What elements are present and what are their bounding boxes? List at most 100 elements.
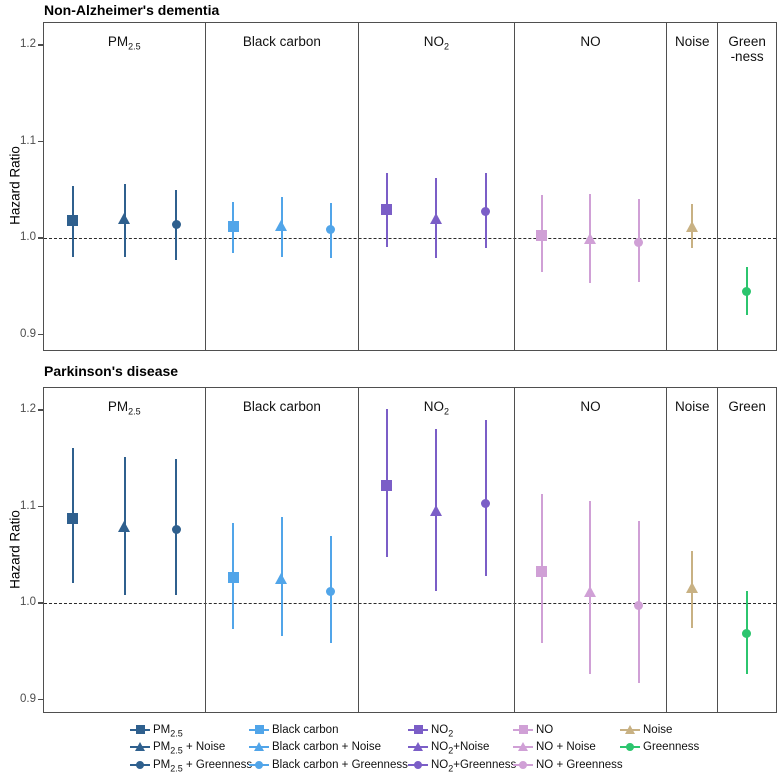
column-header-no: NO (515, 34, 667, 49)
marker-square (67, 513, 79, 525)
legend-item: NO (513, 721, 623, 739)
column-header-text: PM2.5 (107, 399, 141, 417)
legend-marker-triangle (134, 742, 145, 752)
column-header-text: Black carbon (242, 34, 321, 49)
plot-panel-parkinsons-disease: PM2.5 Black carbon NO2 NO Noise Green (43, 387, 777, 713)
marker-triangle (275, 573, 288, 585)
legend-marker-circle (255, 760, 263, 769)
y-tick-mark (38, 44, 43, 46)
y-tick-label: 1.0 (20, 596, 36, 608)
legend-key-triangle-icon (620, 723, 640, 737)
legend-item: NO2+Noise (408, 739, 516, 757)
marker-square (227, 221, 239, 233)
column-no: NO (513, 23, 667, 350)
marker-square (227, 571, 239, 583)
column-header-no: NO (515, 399, 667, 414)
legend-marker-triangle (412, 742, 423, 752)
legend-marker-triangle (253, 742, 264, 752)
marker-circle (481, 498, 491, 508)
column-header-pm25: PM2.5 (44, 34, 205, 52)
plot-panel-non-alzheimers-dementia: PM2.5 Black carbon NO2 NO Noise Green -ness (43, 22, 777, 351)
legend-label: NO2+Noise (431, 741, 490, 756)
legend-key-circle-icon (408, 758, 428, 772)
legend-item: NO2+Greenness (408, 756, 516, 774)
y-tick-mark (38, 602, 43, 604)
legend-label: Noise (643, 723, 673, 736)
subscript: 2 (448, 745, 454, 756)
marker-triangle (118, 213, 130, 225)
marker-square (536, 230, 548, 242)
y-tick-mark (38, 333, 43, 336)
legend-column: Black carbon Black carbon + Noise Black ca… (249, 721, 408, 774)
column-greenness: Green (717, 388, 776, 712)
column-pm25: PM2.5 (44, 388, 205, 712)
legend-marker-circle (136, 760, 144, 769)
marker-circle (742, 628, 752, 638)
legend-item: PM2.5 + Greenness (130, 756, 252, 774)
column-header-text: Noise (674, 399, 710, 414)
column-header-text: NO (580, 34, 601, 49)
subscript: 2.5 (128, 406, 141, 417)
legend-item: Black carbon (249, 721, 408, 739)
legend-label: NO + Greenness (536, 758, 623, 771)
subscript: 2.5 (170, 728, 183, 739)
legend-column: NO NO + Noise NO + Greenness (513, 721, 623, 774)
marker-triangle (275, 219, 288, 231)
marker-triangle (583, 233, 596, 245)
column-no2: NO2 (358, 23, 514, 350)
y-tick-mark (38, 409, 43, 411)
column-greenness: Green -ness (717, 23, 776, 350)
marker-triangle (429, 213, 442, 225)
legend-key-square-icon (513, 723, 533, 737)
marker-triangle (429, 504, 442, 516)
y-tick-label: 1.2 (20, 38, 36, 50)
legend-marker-triangle (517, 742, 528, 752)
column-pm25: PM2.5 (44, 23, 205, 350)
subscript: 2 (444, 41, 450, 52)
y-tick-label: 1.1 (20, 499, 36, 512)
marker-triangle (118, 521, 130, 533)
column-header-noise: Noise (667, 34, 717, 49)
legend-label: PM2.5 + Greenness (153, 758, 253, 774)
legend-item: NO + Noise (513, 739, 623, 757)
marker-triangle (685, 582, 698, 594)
y-tick-label: 1.2 (20, 403, 36, 415)
column-header-no2: NO2 (359, 399, 514, 417)
legend: PM2.5 PM2.5 + Noise PM2.5 + Greenness Black… (0, 721, 778, 776)
legend-marker-square (413, 725, 423, 735)
legend-key-triangle-icon (513, 740, 533, 754)
column-header-text: PM2.5 (107, 34, 141, 52)
column-header-text: NO (580, 399, 601, 414)
legend-item: Black carbon + Greenness (249, 756, 408, 774)
column-no: NO (513, 388, 667, 712)
marker-triangle (583, 585, 596, 597)
subscript: 2.5 (128, 41, 141, 52)
legend-key-circle-icon (620, 740, 640, 754)
legend-column: NO2 NO2+Noise NO2+Greenness (408, 721, 516, 774)
subscript: 2.5 (170, 763, 183, 774)
legend-key-square-icon (249, 723, 269, 737)
marker-circle (326, 587, 336, 597)
column-header-black-carbon: Black carbon (206, 399, 359, 414)
y-tick-mark (38, 140, 43, 143)
legend-column: Noise Greenness (620, 721, 699, 756)
column-header-greenness: Green (718, 399, 776, 414)
column-black-carbon: Black carbon (204, 23, 359, 350)
subscript: 2 (448, 763, 454, 774)
column-header-text: NO2 (423, 399, 450, 417)
legend-label: NO2+Greenness (431, 758, 517, 774)
marker-circle (481, 206, 491, 216)
subscript: 2 (444, 406, 450, 417)
legend-item: NO2 (408, 721, 516, 739)
marker-circle (742, 287, 752, 297)
column-header-text: Black carbon (242, 399, 321, 414)
subscript: 2.5 (170, 745, 183, 756)
column-header-text: NO2 (423, 34, 450, 52)
legend-marker-circle (519, 760, 527, 769)
legend-label: Black carbon + Greenness (272, 758, 408, 771)
legend-marker-square (518, 725, 528, 735)
panel-title-parkinsons-disease: Parkinson's disease (44, 363, 179, 379)
marker-square (381, 480, 393, 492)
legend-key-circle-icon (249, 758, 269, 772)
